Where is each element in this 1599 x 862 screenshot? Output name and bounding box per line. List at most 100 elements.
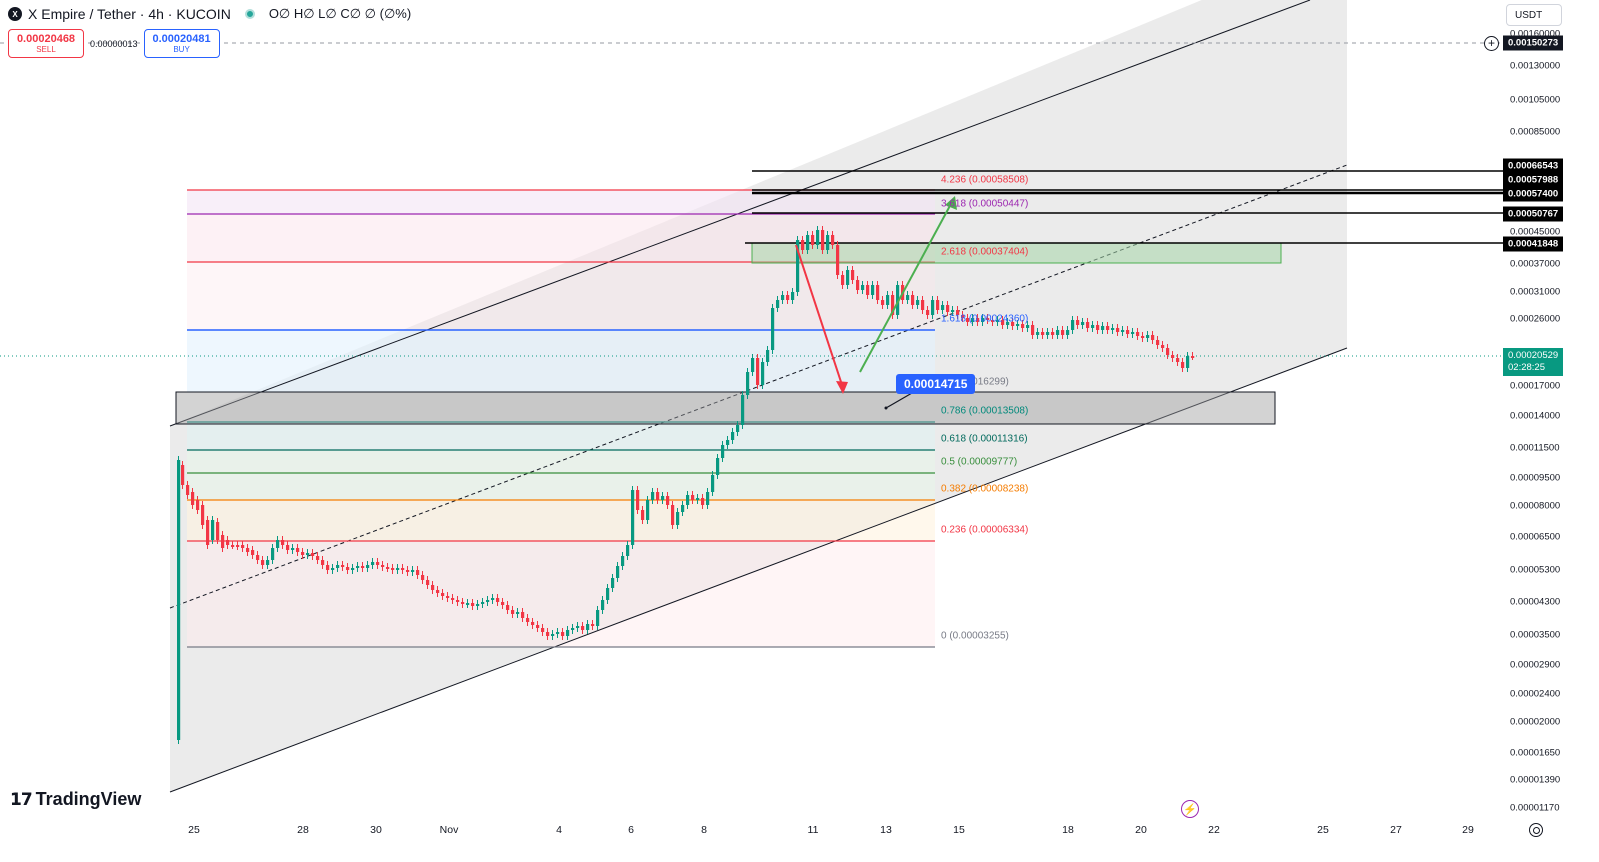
candle-body[interactable] [716,458,720,475]
candle-body[interactable] [641,510,645,520]
candle-body[interactable] [356,566,360,568]
candle-body[interactable] [486,600,490,602]
candle-body[interactable] [506,605,510,610]
candle-body[interactable] [261,560,265,565]
candle-body[interactable] [961,315,965,318]
candle-body[interactable] [366,565,370,568]
candle-body[interactable] [206,520,210,545]
candle-body[interactable] [1176,358,1180,362]
candle-body[interactable] [1091,325,1095,328]
candle-body[interactable] [521,612,525,618]
candle-body[interactable] [666,496,670,505]
candle-body[interactable] [661,496,665,500]
candle-body[interactable] [177,460,181,740]
candle-body[interactable] [516,612,520,614]
tradingview-logo[interactable]: 𝟭𝟳 TradingView [10,789,141,810]
candle-body[interactable] [476,604,480,606]
candle-body[interactable] [1186,356,1190,368]
candle-body[interactable] [1151,335,1155,340]
candle-body[interactable] [566,630,570,636]
candle-body[interactable] [926,310,930,315]
candle-body[interactable] [1016,324,1020,326]
candle-body[interactable] [446,596,450,598]
candle-body[interactable] [881,300,885,305]
candle-body[interactable] [466,603,470,605]
candle-body[interactable] [211,520,215,540]
candle-body[interactable] [746,372,750,395]
candle-body[interactable] [671,505,675,525]
candle-body[interactable] [936,300,940,310]
candle-body[interactable] [541,628,545,632]
candle-body[interactable] [196,500,200,510]
candle-body[interactable] [1031,325,1035,335]
candle-body[interactable] [186,485,190,495]
candle-body[interactable] [451,598,455,600]
candle-body[interactable] [876,285,880,300]
candle-body[interactable] [986,318,990,320]
support-zone-box[interactable] [175,391,1276,425]
candle-body[interactable] [846,270,850,285]
candle-body[interactable] [571,628,575,630]
candle-body[interactable] [776,300,780,308]
candle-body[interactable] [1101,326,1105,330]
candle-body[interactable] [381,565,385,567]
candle-body[interactable] [396,568,400,570]
candle-body[interactable] [741,395,745,425]
candle-body[interactable] [1131,332,1135,334]
candle-body[interactable] [496,598,500,602]
candle-body[interactable] [591,624,595,626]
candle-body[interactable] [231,545,235,547]
candle-body[interactable] [1071,320,1075,330]
candle-body[interactable] [1006,322,1010,325]
candle-body[interactable] [911,295,915,305]
candle-body[interactable] [606,588,610,600]
candle-body[interactable] [1126,330,1130,334]
candle-body[interactable] [256,555,260,560]
candle-body[interactable] [271,548,275,560]
currency-selector[interactable]: USDT [1506,4,1562,26]
candle-body[interactable] [616,566,620,578]
candle-body[interactable] [1161,345,1165,348]
candle-body[interactable] [791,292,795,300]
candle-body[interactable] [946,305,950,312]
candle-body[interactable] [191,492,195,505]
candle-body[interactable] [941,305,945,310]
candle-body[interactable] [681,505,685,512]
candle-body[interactable] [386,567,390,569]
candle-body[interactable] [601,600,605,610]
candle-body[interactable] [341,565,345,567]
candle-body[interactable] [391,568,395,570]
candle-body[interactable] [531,622,535,625]
candle-body[interactable] [956,310,960,315]
candle-body[interactable] [536,625,540,628]
channel-lower-line[interactable] [169,347,1348,793]
candle-body[interactable] [806,235,810,250]
candle-body[interactable] [801,240,805,250]
candle-body[interactable] [226,540,230,545]
candle-body[interactable] [241,545,245,548]
arrow-up-line[interactable] [859,201,953,373]
candle-body[interactable] [816,230,820,245]
candle-body[interactable] [411,570,415,572]
candle-body[interactable] [891,295,895,315]
candle-body[interactable] [426,580,430,585]
candle-body[interactable] [1166,348,1170,355]
candle-body[interactable] [821,230,825,250]
candle-body[interactable] [611,578,615,588]
candle-body[interactable] [1051,332,1055,335]
x-empire-logo-icon[interactable]: X [8,7,22,21]
candle-body[interactable] [781,295,785,300]
candle-body[interactable] [676,512,680,525]
candle-body[interactable] [651,492,655,500]
candle-body[interactable] [481,602,485,604]
candle-body[interactable] [1036,332,1040,335]
candle-body[interactable] [931,300,935,315]
candle-body[interactable] [1181,362,1185,368]
candle-body[interactable] [351,568,355,570]
candle-body[interactable] [836,245,840,275]
candle-body[interactable] [251,550,255,555]
candle-body[interactable] [1076,320,1080,325]
candle-body[interactable] [976,318,980,322]
candle-body[interactable] [906,295,910,300]
